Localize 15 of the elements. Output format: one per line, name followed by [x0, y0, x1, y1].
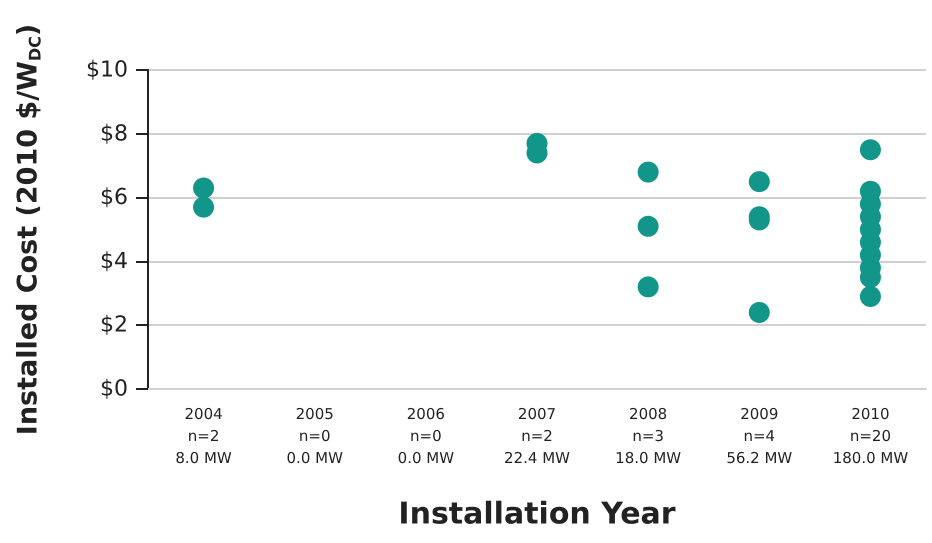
y-tick-label: $4	[100, 248, 128, 274]
y-tick-label: $8	[100, 121, 128, 146]
y-axis-title: Installed Cost (2010 $/WDC)	[12, 24, 44, 436]
y-tick-label: $10	[86, 58, 128, 82]
x-tick-label: 2009 n=4 56.2 MW	[726, 405, 792, 467]
y-tick-label: $6	[100, 185, 128, 210]
x-tick-label: 2008 n=3 18.0 MW	[615, 405, 682, 467]
x-tick-label: 2006 n=0 0.0 MW	[398, 405, 454, 467]
y-tick-label: $2	[100, 312, 128, 338]
x-tick-label: 2005 n=0 0.0 MW	[286, 405, 344, 467]
x-axis-title: Installation Year	[398, 496, 676, 532]
x-tick-label: 2010 n=20 180.0 MW	[832, 405, 908, 467]
x-tick-label: 2007 n=2 22.4 MW	[504, 405, 570, 467]
y-tick-label: $0	[100, 376, 128, 402]
x-tick-label: 2004 n=2 8.0 MW	[175, 405, 232, 467]
